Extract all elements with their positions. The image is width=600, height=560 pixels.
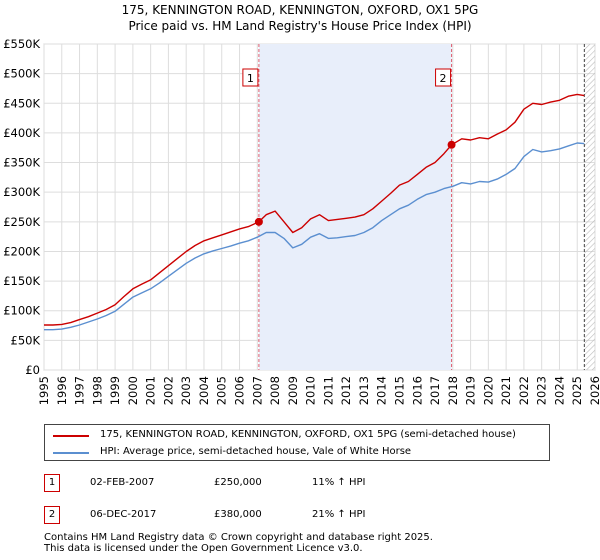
x-tick-label: 2023 <box>535 376 549 405</box>
sale-number-badge: 2 <box>44 506 60 524</box>
x-tick-label: 2024 <box>552 376 566 405</box>
legend-label-property: 175, KENNINGTON ROAD, KENNINGTON, OXFORD… <box>100 429 516 440</box>
legend-swatch-hpi <box>53 452 89 454</box>
x-tick-label: 1997 <box>73 376 87 405</box>
future-hatched-region <box>584 44 595 370</box>
x-tick-label: 2015 <box>392 376 406 405</box>
y-tick-label: £250K <box>3 215 40 229</box>
hpi-line <box>44 142 585 331</box>
x-tick-label: 2004 <box>197 376 211 405</box>
chart-title: 175, KENNINGTON ROAD, KENNINGTON, OXFORD… <box>122 3 479 17</box>
sale-badge-label: 1 <box>247 72 254 85</box>
x-tick-label: 2007 <box>250 376 264 405</box>
x-tick-label: 2021 <box>499 376 513 405</box>
x-tick-label: 2006 <box>233 376 247 405</box>
x-tick-label: 1998 <box>90 376 104 405</box>
x-tick-label: 2025 <box>570 376 584 405</box>
x-tick-label: 2003 <box>179 376 193 405</box>
x-tick-label: 2010 <box>304 376 318 405</box>
sale-badge-label: 2 <box>440 72 447 85</box>
x-tick-label: 1999 <box>108 376 122 405</box>
chart-legend: 175, KENNINGTON ROAD, KENNINGTON, OXFORD… <box>44 424 550 461</box>
sale-point <box>254 217 263 226</box>
y-tick-label: £500K <box>3 67 40 81</box>
property-price-line <box>44 93 585 326</box>
x-tick-label: 2018 <box>446 376 460 405</box>
x-tick-label: 2008 <box>268 376 282 405</box>
y-tick-label: £400K <box>3 126 40 140</box>
y-tick-label: £350K <box>3 156 40 170</box>
y-tick-label: £450K <box>3 96 40 110</box>
sale-hpi-change: 21% ↑ HPI <box>312 509 366 520</box>
y-tick-label: £0 <box>25 363 40 377</box>
sale-row: 2 06-DEC-2017 £380,000 21% ↑ HPI <box>0 506 600 528</box>
legend-swatch-property <box>53 435 89 437</box>
x-tick-label: 2013 <box>357 376 371 405</box>
sale-badge-box <box>242 68 259 87</box>
sale-date: 06-DEC-2017 <box>90 509 157 520</box>
y-tick-label: £100K <box>3 304 40 318</box>
x-tick-label: 2026 <box>588 376 600 405</box>
x-tick-label: 2022 <box>517 376 531 405</box>
sale-badge-box <box>435 68 452 87</box>
ownership-period-band <box>258 44 452 370</box>
x-tick-label: 2011 <box>321 376 335 405</box>
sale-price: £380,000 <box>214 509 262 520</box>
x-tick-label: 2014 <box>375 376 389 405</box>
x-tick-label: 1995 <box>37 376 51 405</box>
x-tick-label: 2016 <box>410 376 424 405</box>
legend-label-hpi: HPI: Average price, semi-detached house,… <box>100 446 412 457</box>
sale-hpi-change: 11% ↑ HPI <box>312 477 366 488</box>
x-tick-label: 2020 <box>481 376 495 405</box>
footer-line-copyright: Contains HM Land Registry data © Crown c… <box>44 532 433 543</box>
x-tick-label: 2000 <box>126 376 140 405</box>
y-tick-label: £150K <box>3 274 40 288</box>
sale-number-badge: 1 <box>44 474 60 492</box>
x-tick-label: 2002 <box>161 376 175 405</box>
x-tick-label: 2012 <box>339 376 353 405</box>
x-tick-label: 1996 <box>55 376 69 405</box>
x-tick-label: 2001 <box>144 376 158 405</box>
sale-price: £250,000 <box>214 477 262 488</box>
sale-row: 1 02-FEB-2007 £250,000 11% ↑ HPI <box>0 474 600 496</box>
x-tick-label: 2009 <box>286 376 300 405</box>
x-tick-label: 2017 <box>428 376 442 405</box>
sale-point <box>447 140 456 149</box>
chart-subtitle: Price paid vs. HM Land Registry's House … <box>128 19 471 33</box>
footer-line-licence: This data is licensed under the Open Gov… <box>44 543 363 554</box>
y-tick-label: £300K <box>3 185 40 199</box>
x-tick-label: 2019 <box>464 376 478 405</box>
sale-date: 02-FEB-2007 <box>90 477 155 488</box>
y-tick-label: £200K <box>3 244 40 258</box>
y-tick-label: £50K <box>11 333 41 347</box>
x-tick-label: 2005 <box>215 376 229 405</box>
footer-attribution: Contains HM Land Registry data © Crown c… <box>44 532 433 554</box>
price-chart: 175, KENNINGTON ROAD, KENNINGTON, OXFORD… <box>3 3 600 405</box>
y-tick-label: £550K <box>3 37 40 51</box>
